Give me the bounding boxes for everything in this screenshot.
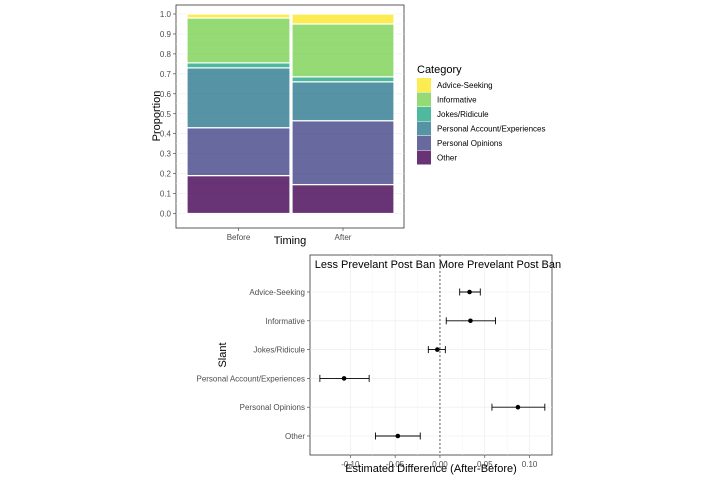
bar-segment [186,17,291,64]
legend-swatch [417,92,431,107]
y-tick-label: Jokes/Ridicule [253,346,305,355]
estimate-point [341,376,347,381]
y-tick-label: 1.0 [160,10,172,19]
y-axis-title: Proportion [151,91,163,142]
stacked-bar-chart: 0.0 0.1 0.2 0.3 0.4 0.5 0.6 0.7 0.8 0.9 1.0 Before… [151,4,546,247]
x-axis-title: Timing [274,235,307,247]
y-tick-label: Personal Account/Experiences [196,374,305,383]
x-tick-label: After [335,233,352,242]
estimates [319,288,546,440]
y-tick-label: 0.9 [160,30,172,39]
y-tick-labels: Advice-Seeking Informative Jokes/Ridicule P… [196,288,310,441]
x-tick-label: -0.10 [341,460,360,469]
bar-segment [291,13,395,25]
y-tick-label: 0.5 [160,110,172,119]
legend-swatch [417,136,431,150]
y-tick-label: Personal Opinions [240,403,305,412]
y-tick-label: 0.6 [160,90,172,99]
legend-label: Personal Account/Experiences [437,125,546,134]
legend-label: Advice-Seeking [437,81,493,90]
legend-label: Personal Opinions [437,139,502,148]
x-tick-label: 0.05 [477,460,493,469]
legend-swatch [417,150,431,165]
annotation-more-prevalent: More Prevelant Post Ban [439,259,561,271]
x-tick-label: 0.10 [522,460,538,469]
estimate-point [467,289,472,295]
estimate-point [468,318,473,324]
estimate-point [434,347,440,352]
bar-segment [291,81,395,122]
x-tick-labels: -0.10 -0.05 0.00 0.05 0.10 [341,455,538,469]
bar-segment [186,67,291,129]
annotation-less-prevalent: Less Prevelant Post Ban [315,259,435,271]
legend-swatch [417,78,431,92]
x-tick-labels: Before After [227,228,352,242]
estimate-point [395,433,401,439]
bar-segment [186,127,291,177]
legend-swatch [417,121,431,136]
y-tick-label: Advice-Seeking [249,288,305,297]
legend-label: Informative [437,96,477,105]
y-tick-label: 0.4 [160,130,172,139]
legend: Advice-Seeking Informative Jokes/Ridicule P… [417,78,546,165]
legend-swatch [417,107,431,121]
y-tick-label: 0.1 [160,190,172,199]
x-tick-label: 0.00 [432,460,448,469]
bar-segment [291,120,395,186]
panel-border [309,254,553,456]
bar-segment [291,183,395,215]
y-tick-labels: 0.0 0.1 0.2 0.3 0.4 0.5 0.6 0.7 0.8 0.9 1.0 [160,10,176,219]
legend-label: Jokes/Ridicule [437,110,489,119]
y-tick-label: 0.3 [160,150,172,159]
x-tick-label: -0.05 [386,460,405,469]
estimate-point [515,404,521,410]
x-axis-title: Estimated Difference (After-Before) [345,463,517,475]
legend-title: Category [417,64,462,76]
y-tick-label: Informative [265,317,305,326]
bar-segment [186,13,291,19]
bar-segment [186,174,291,215]
x-tick-label: Before [227,233,251,242]
y-tick-label: 0.0 [160,210,172,219]
y-axis-title: Slant [217,342,229,367]
bar-segment [291,76,395,83]
difference-chart: Advice-Seeking Informative Jokes/Ridicule P… [196,254,561,475]
bars [186,13,395,215]
bar-segment [186,62,291,69]
bar-segment [291,23,395,78]
y-tick-label: Other [285,432,305,441]
y-tick-label: 0.2 [160,170,172,179]
y-tick-label: 0.7 [160,70,172,79]
y-tick-label: 0.8 [160,50,172,59]
legend-label: Other [437,154,457,163]
